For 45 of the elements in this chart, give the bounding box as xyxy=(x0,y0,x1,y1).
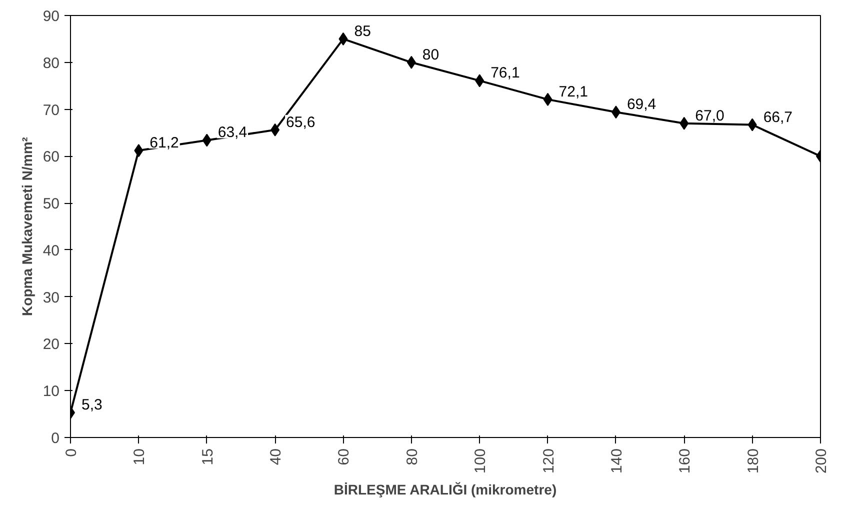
point xyxy=(475,74,484,88)
point xyxy=(338,32,348,46)
data-label: 61,2 xyxy=(150,134,179,152)
data-label: 72,1 xyxy=(558,83,588,100)
x-tick-label: 100 xyxy=(472,448,490,474)
data-label: 65,6 xyxy=(286,114,316,131)
data-label: 85 xyxy=(354,22,371,40)
point xyxy=(611,106,620,119)
y-tick-label: 30 xyxy=(42,289,60,306)
x-tick-label: 120 xyxy=(540,448,558,474)
y-tick-label: 40 xyxy=(42,242,60,260)
x-tick-label: 80 xyxy=(404,448,421,466)
x-tick-label: 40 xyxy=(268,448,285,466)
x-tick-label: 160 xyxy=(676,448,694,474)
point xyxy=(134,144,144,158)
x-axis-title: BİRLEŞME ARALIĞI (mikrometre) xyxy=(334,482,557,498)
x-tick-label: 10 xyxy=(131,448,148,466)
x-tick-label: 15 xyxy=(199,448,216,466)
data-label: 80 xyxy=(422,46,440,64)
x-tick-label: 0 xyxy=(63,448,80,457)
point xyxy=(543,92,552,106)
x-tick-label: 60 xyxy=(336,448,353,466)
x-tick-label: 140 xyxy=(608,448,626,474)
y-tick-label: 0 xyxy=(51,430,60,447)
y-tick-label: 50 xyxy=(42,196,60,213)
y-tick-label: 90 xyxy=(42,8,60,25)
point xyxy=(270,123,280,136)
point xyxy=(680,116,689,130)
y-axis-title: Kopma Mukavemeti N/mm² xyxy=(18,136,35,316)
point xyxy=(202,134,212,147)
y-tick-label: 80 xyxy=(42,54,60,72)
y-tick-label: 70 xyxy=(42,102,60,119)
point xyxy=(748,118,757,132)
y-tick-label: 10 xyxy=(42,383,60,400)
x-tick-label: 180 xyxy=(744,448,762,474)
data-label: 69,4 xyxy=(626,96,656,114)
point xyxy=(406,56,416,69)
data-label: 63,4 xyxy=(218,124,248,142)
y-tick-label: 60 xyxy=(42,148,60,166)
x-tick-label: 200 xyxy=(813,448,830,474)
data-label: 5,3 xyxy=(82,396,102,414)
y-tick-label: 20 xyxy=(42,336,60,354)
data-label: 76,1 xyxy=(490,64,520,82)
data-label: 66,7 xyxy=(763,108,793,126)
data-label: 67,0 xyxy=(695,107,724,124)
